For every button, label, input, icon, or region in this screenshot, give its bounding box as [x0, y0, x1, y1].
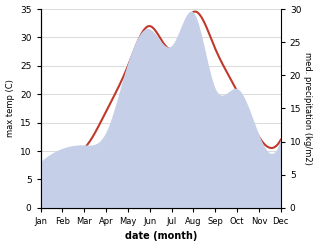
Y-axis label: max temp (C): max temp (C): [5, 80, 15, 137]
Y-axis label: med. precipitation (kg/m2): med. precipitation (kg/m2): [303, 52, 313, 165]
X-axis label: date (month): date (month): [125, 231, 197, 242]
